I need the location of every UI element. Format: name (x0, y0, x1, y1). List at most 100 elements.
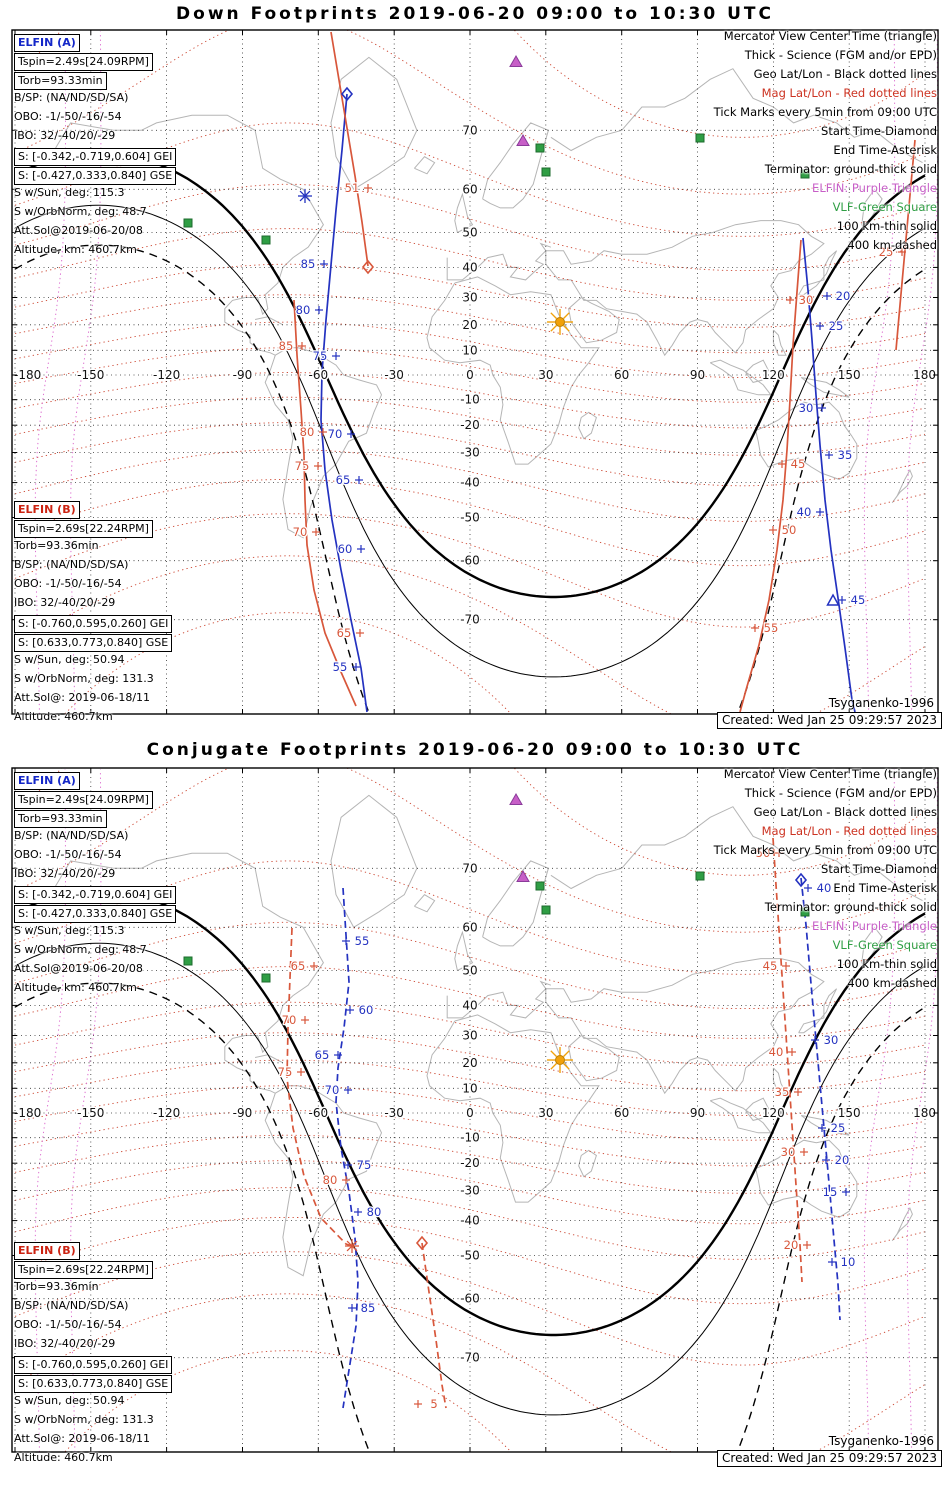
svg-text:25: 25 (879, 245, 894, 259)
svg-text:150: 150 (838, 368, 861, 382)
svg-text:20: 20 (835, 1153, 850, 1167)
svg-text:60: 60 (614, 1106, 629, 1120)
model-credit-conjugate: Tsyganenko-1996 (828, 1434, 934, 1448)
info-line-altitude: Altitude, km: 460.7km (14, 243, 137, 256)
svg-text:50: 50 (782, 523, 797, 537)
svg-text:70: 70 (282, 1013, 297, 1027)
svg-text:35: 35 (775, 1085, 790, 1099)
svg-text:90: 90 (690, 368, 705, 382)
model-credit-down: Tsyganenko-1996 (828, 696, 934, 710)
info-line-s-sun: S w/Sun, deg: 115.3 (14, 924, 125, 937)
info-line-tspin: Tspin=2.49s[24.09RPM] (14, 53, 153, 71)
legend-tick-marks: Tick Marks every 5min from 09:00 UTC (713, 105, 937, 119)
svg-text:51: 51 (345, 181, 360, 195)
info-line-s-orbnorm: S w/OrbNorm, deg: 131.3 (14, 1413, 154, 1426)
svg-text:-60: -60 (460, 1292, 480, 1306)
legend-thick-science: Thick - Science (FGM and/or EPD) (744, 48, 937, 62)
info-line-bsp: B/SP: (NA/ND/SD/SA) (14, 1299, 129, 1312)
svg-text:-150: -150 (77, 368, 104, 382)
info-line-bsp: B/SP: (NA/ND/SD/SA) (14, 91, 129, 104)
elfin-b-info-block-down: ELFIN (B) Tspin=2.69s[22.24RPM] Torb=93.… (14, 501, 173, 729)
elfin-a-header: ELFIN (A) (14, 34, 80, 52)
svg-text:30: 30 (781, 1145, 796, 1159)
svg-text:-10: -10 (460, 1131, 480, 1145)
svg-text:65: 65 (291, 959, 306, 973)
svg-text:-30: -30 (460, 445, 480, 459)
info-line-tspin: Tspin=2.49s[24.09RPM] (14, 791, 153, 809)
svg-text:60: 60 (614, 368, 629, 382)
svg-text:85: 85 (279, 339, 294, 353)
svg-text:-120: -120 (153, 368, 180, 382)
legend-start-time: Start Time-Diamond (821, 862, 937, 876)
svg-text:15: 15 (823, 1185, 838, 1199)
legend-terminator: Terminator: ground-thick solid (764, 900, 937, 914)
svg-text:65: 65 (336, 473, 351, 487)
elfin-b-info-block-conjugate: ELFIN (B) Tspin=2.69s[22.24RPM] Torb=93.… (14, 1242, 173, 1470)
svg-text:-20: -20 (460, 1156, 480, 1170)
svg-text:150: 150 (838, 1106, 861, 1120)
svg-text:120: 120 (762, 1106, 785, 1120)
info-line-s-gei: S: [-0.342,-0.719,0.604] GEI (14, 886, 177, 904)
info-line-altitude: Altitude, km: 460.7km (14, 981, 137, 994)
svg-text:80: 80 (300, 425, 315, 439)
svg-text:-50: -50 (460, 1249, 480, 1263)
svg-text:-30: -30 (460, 1183, 480, 1197)
svg-text:75: 75 (313, 349, 328, 363)
elfin-a-info-block-conjugate: ELFIN (A) Tspin=2.49s[24.09RPM] Torb=93.… (14, 772, 177, 1000)
svg-text:-20: -20 (460, 418, 480, 432)
created-timestamp-conjugate: Created: Wed Jan 25 09:29:57 2023 (717, 1450, 942, 1467)
svg-text:-50: -50 (460, 511, 480, 525)
svg-text:65: 65 (315, 1048, 330, 1062)
svg-text:-40: -40 (460, 476, 480, 490)
svg-text:90: 90 (690, 1106, 705, 1120)
info-line-attsol: Att.Sol@2019-06-20/08 (14, 962, 143, 975)
info-line-torb: Torb=93.33min (14, 72, 107, 90)
svg-text:70: 70 (462, 123, 477, 137)
svg-text:20: 20 (784, 1238, 799, 1252)
info-line-s-orbnorm: S w/OrbNorm, deg: 48.7 (14, 205, 147, 218)
info-line-ibo: IBO: 32/-40/20/-29 (14, 596, 116, 609)
info-line-s-gse: S: [0.633,0.773,0.840] GSE (14, 634, 173, 652)
info-line-ibo: IBO: 32/-40/20/-29 (14, 1337, 116, 1350)
legend-400km: 400 km-dashed (847, 238, 937, 252)
elfin-a-info-block-down: ELFIN (A) Tspin=2.49s[24.09RPM] Torb=93.… (14, 34, 177, 262)
svg-text:55: 55 (355, 934, 370, 948)
svg-text:10: 10 (462, 343, 477, 357)
legend-400km: 400 km-dashed (847, 976, 937, 990)
svg-text:-60: -60 (460, 554, 480, 568)
legend-vlf-square: VLF-Green Square (832, 938, 937, 952)
svg-text:45: 45 (791, 457, 806, 471)
svg-text:0: 0 (466, 1106, 474, 1120)
svg-text:40: 40 (462, 998, 477, 1012)
legend-center-time: Mercator View Center Time (triangle) (723, 767, 937, 781)
elfin-a-header: ELFIN (A) (14, 772, 80, 790)
svg-text:30: 30 (538, 368, 553, 382)
info-line-torb: Torb=93.36min (14, 539, 99, 552)
legend-geo-grid: Geo Lat/Lon - Black dotted lines (753, 805, 937, 819)
info-line-s-gei: S: [-0.342,-0.719,0.604] GEI (14, 148, 177, 166)
svg-text:5: 5 (430, 1397, 437, 1411)
legend-end-time: End Time-Asterisk (833, 881, 937, 895)
info-line-altitude: Altitude: 460.7km (14, 710, 113, 723)
legend-mag-grid: Mag Lat/Lon - Red dotted lines (761, 86, 937, 100)
svg-text:120: 120 (762, 368, 785, 382)
svg-text:30: 30 (538, 1106, 553, 1120)
svg-text:80: 80 (296, 303, 311, 317)
info-line-obo: OBO: -1/-50/-16/-54 (14, 1318, 122, 1331)
info-line-torb: Torb=93.33min (14, 810, 107, 828)
svg-text:75: 75 (295, 459, 310, 473)
svg-text:35: 35 (838, 448, 853, 462)
svg-text:50: 50 (462, 963, 477, 977)
svg-text:50: 50 (462, 225, 477, 239)
legend-mag-grid: Mag Lat/Lon - Red dotted lines (761, 824, 937, 838)
svg-text:45: 45 (851, 593, 866, 607)
svg-text:65: 65 (337, 626, 352, 640)
info-line-s-orbnorm: S w/OrbNorm, deg: 131.3 (14, 672, 154, 685)
svg-text:-60: -60 (309, 368, 329, 382)
svg-text:40: 40 (769, 1045, 784, 1059)
svg-text:-60: -60 (309, 1106, 329, 1120)
svg-text:0: 0 (466, 368, 474, 382)
svg-text:-70: -70 (460, 613, 480, 627)
svg-text:80: 80 (323, 1173, 338, 1187)
